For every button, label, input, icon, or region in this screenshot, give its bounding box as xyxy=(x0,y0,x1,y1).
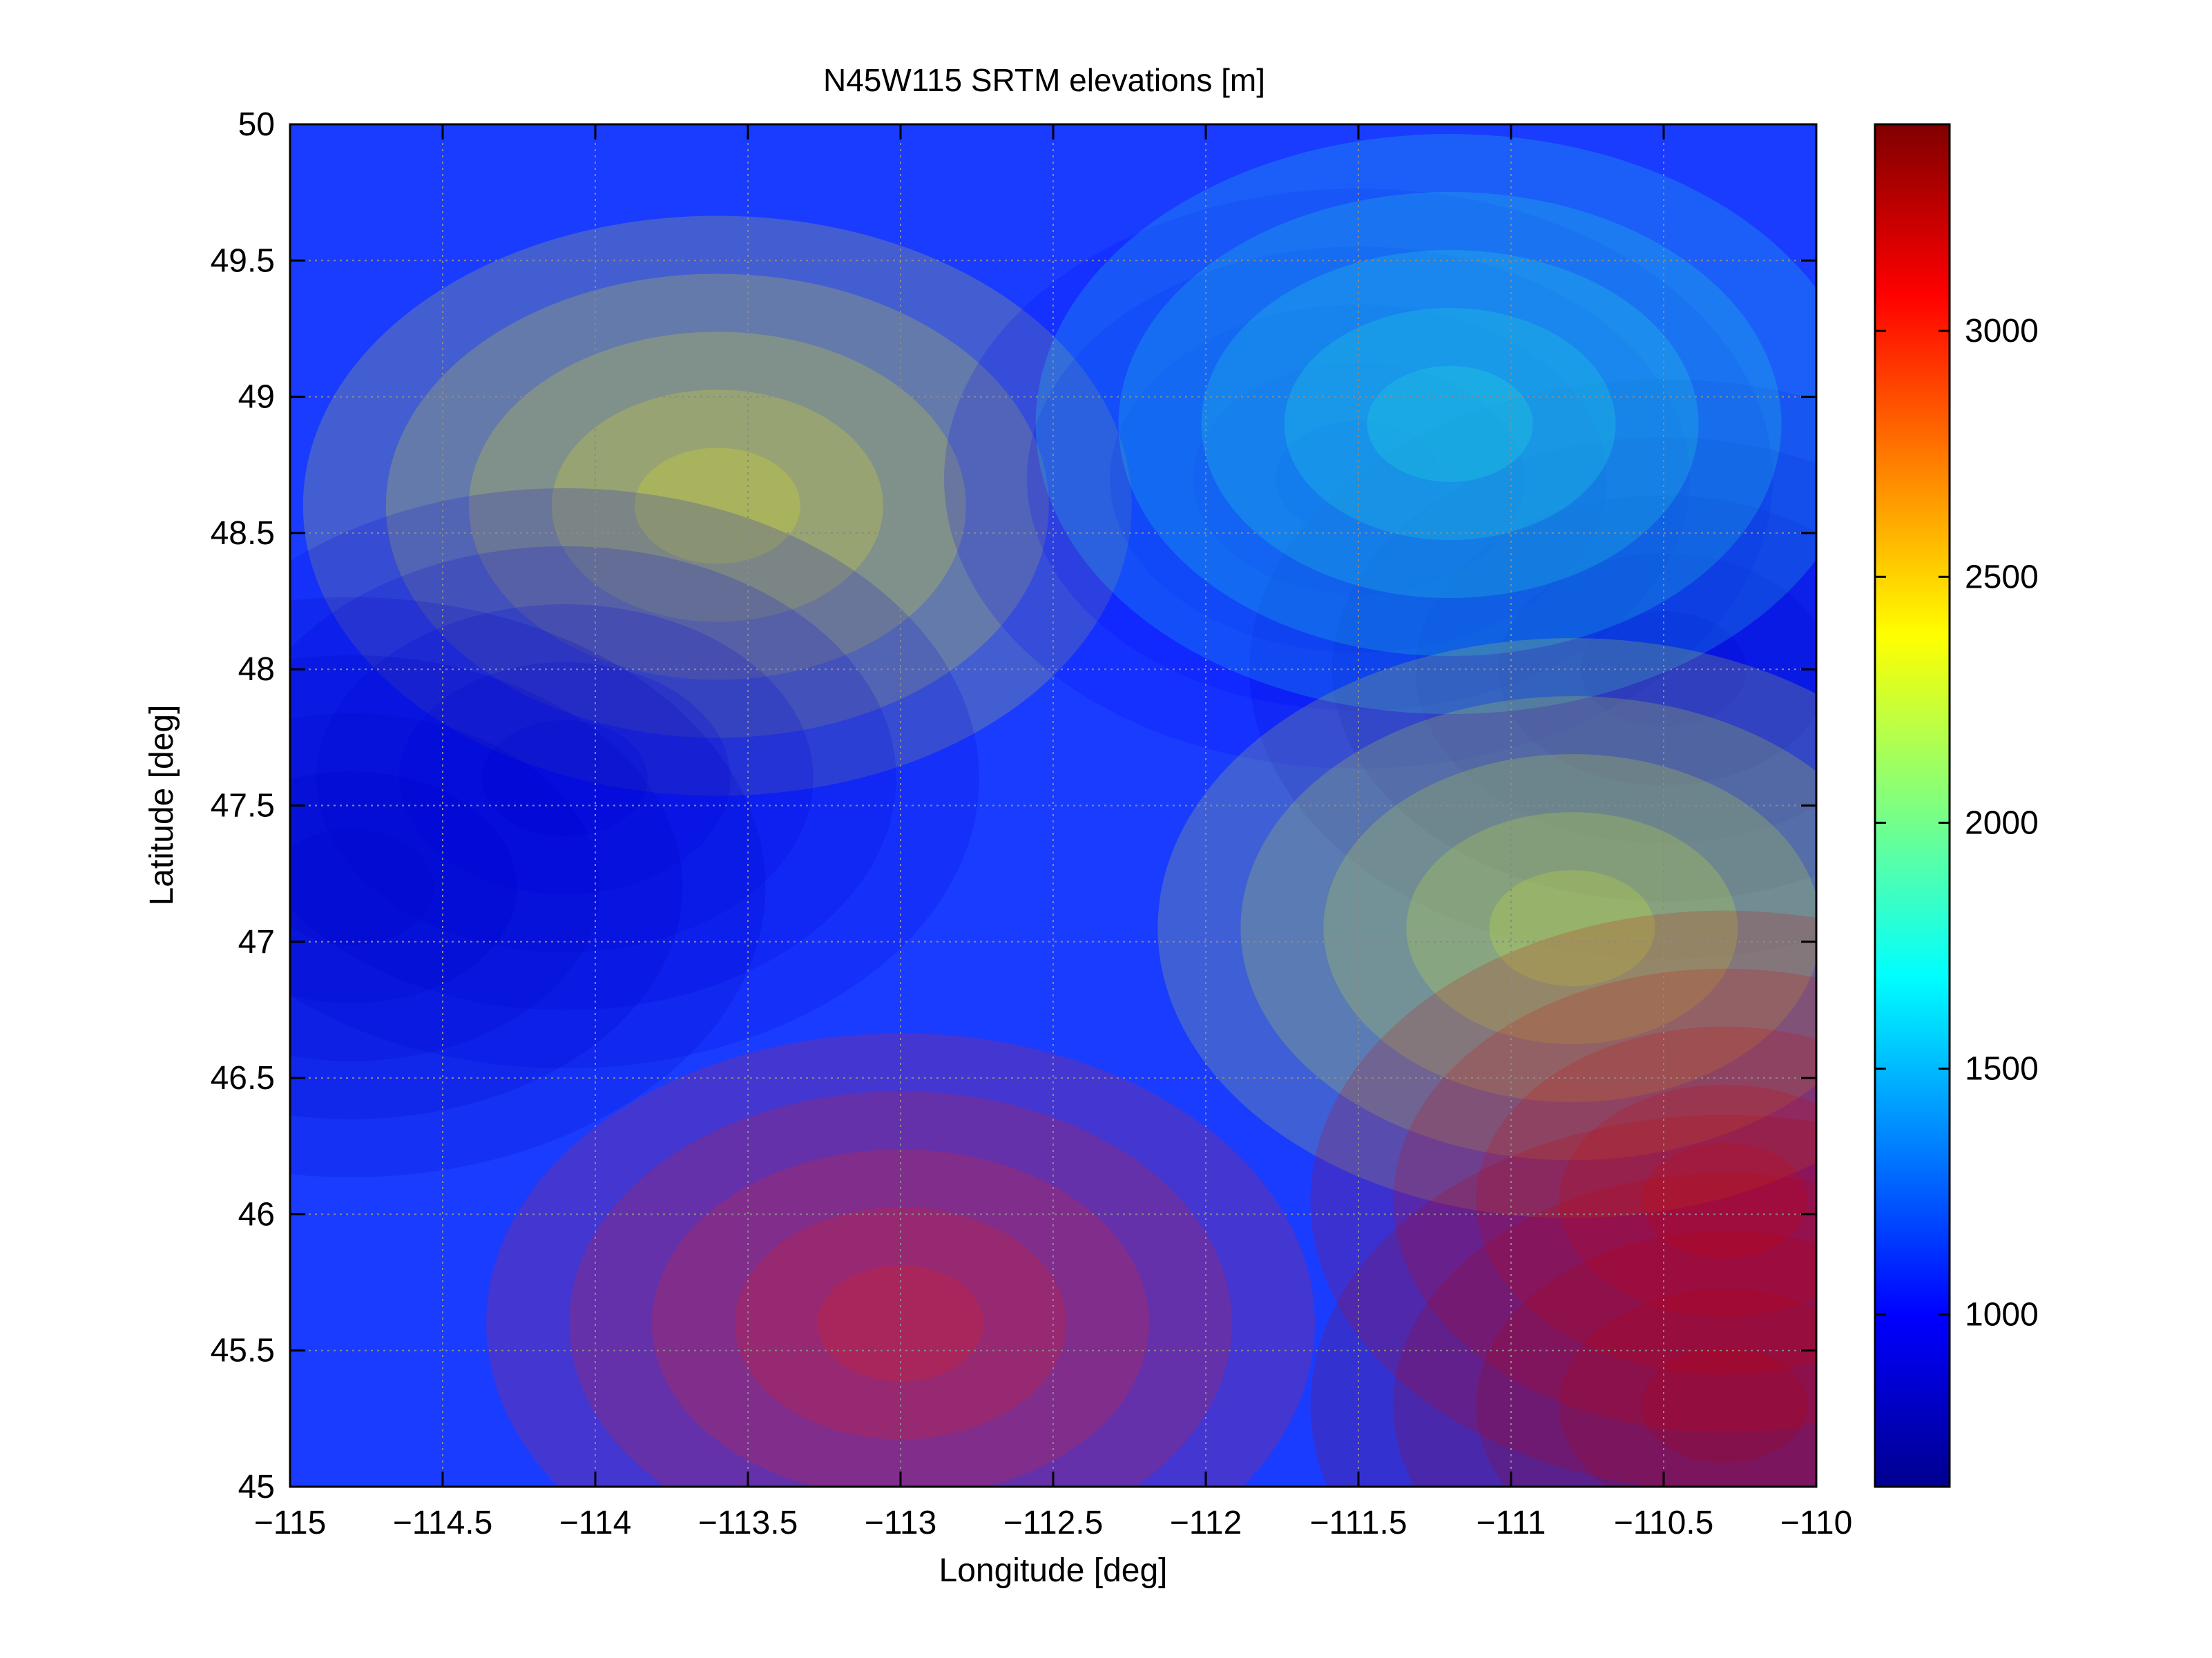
y-tick-label: 48.5 xyxy=(211,515,275,552)
y-tick-label: 45.5 xyxy=(211,1333,275,1369)
chart-title: N45W115 SRTM elevations [m] xyxy=(823,62,1265,98)
elevation-region-7 xyxy=(1310,910,1816,1487)
x-tick-label: −110.5 xyxy=(1614,1505,1714,1541)
colorbar-gradient xyxy=(1874,123,1951,1488)
colorbar-ticks: 1000 1500 2000 2500 3000 xyxy=(1875,313,2039,1333)
elevation-heatmap xyxy=(290,134,1816,1487)
y-tick-label: 47.5 xyxy=(211,788,275,825)
elevation-region-4 xyxy=(1157,638,1816,1218)
y-tick-label: 46 xyxy=(238,1196,275,1233)
y-tick-label: 45 xyxy=(238,1469,275,1505)
x-tick-label: −115 xyxy=(254,1505,327,1541)
colorbar-tick-label: 3000 xyxy=(1965,313,2039,349)
x-tick-label: −114 xyxy=(559,1505,632,1541)
x-tick-label: −112.5 xyxy=(1003,1505,1104,1541)
elevation-region-3 xyxy=(1035,134,1816,714)
y-tick-label: 47 xyxy=(238,924,275,961)
x-tick-label: −111 xyxy=(1477,1505,1546,1541)
heatmap-area xyxy=(290,124,1816,1487)
x-axis: −115 −114.5 −114 −113.5 −113 −112.5 −112 −111.5… xyxy=(254,124,1853,1541)
y-tick-label: 48 xyxy=(238,651,275,688)
x-tick-label: −113 xyxy=(865,1505,937,1541)
x-tick-label: −113.5 xyxy=(698,1505,798,1541)
y-tick-label: 50 xyxy=(238,106,275,143)
x-tick-label: −112 xyxy=(1170,1505,1242,1541)
x-tick-label: −111.5 xyxy=(1309,1505,1407,1541)
elevation-region-1 xyxy=(944,188,1773,769)
colorbar-tick-label: 1000 xyxy=(1965,1297,2039,1333)
colorbar: 1000 1500 2000 2500 3000 xyxy=(1874,123,2039,1488)
heatmap-background xyxy=(290,124,1816,1487)
elevation-region-6 xyxy=(1310,1115,1816,1487)
y-tick-label: 49 xyxy=(238,379,275,416)
colorbar-tick-label: 2500 xyxy=(1965,559,2039,595)
elevation-region-8 xyxy=(290,488,979,1068)
y-axis-label: Latitude [deg] xyxy=(144,705,180,906)
x-tick-label: −110 xyxy=(1780,1505,1853,1541)
x-tick-label: −114.5 xyxy=(393,1505,493,1541)
colorbar-tick-label: 2000 xyxy=(1965,804,2039,841)
elevation-region-5 xyxy=(486,1033,1315,1487)
colorbar-tick-label: 1500 xyxy=(1965,1051,2039,1088)
y-axis: 45 45.5 46 46.5 47 47.5 48 48.5 49 49.5 50 xyxy=(211,106,1816,1505)
elevation-region-9 xyxy=(290,597,766,1177)
y-tick-label: 49.5 xyxy=(211,242,275,279)
x-axis-label: Longitude [deg] xyxy=(939,1552,1168,1589)
y-tick-label: 46.5 xyxy=(211,1060,275,1097)
elevation-region-0 xyxy=(302,215,1132,796)
